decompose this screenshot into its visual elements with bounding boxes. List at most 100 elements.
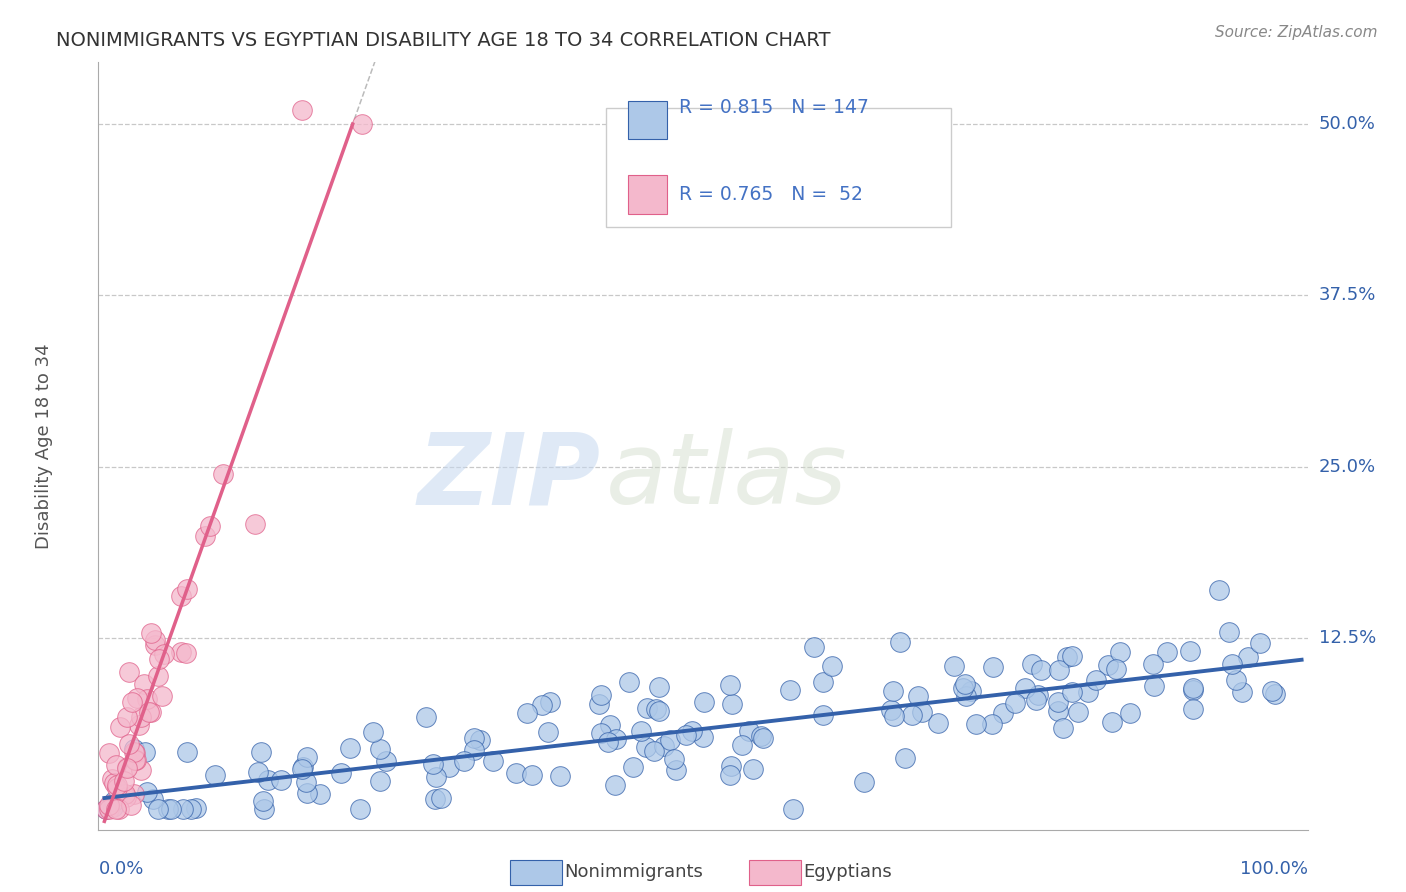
Point xyxy=(170,589,193,603)
Point xyxy=(146,802,169,816)
Point xyxy=(1004,697,1026,711)
Point xyxy=(136,785,159,799)
Point xyxy=(129,710,152,724)
Point xyxy=(117,710,139,724)
Point xyxy=(1021,657,1043,671)
Point xyxy=(648,704,671,718)
Point xyxy=(1060,684,1083,698)
Point xyxy=(981,660,1004,674)
Point xyxy=(128,718,150,732)
Point xyxy=(1182,682,1205,697)
Point xyxy=(115,761,138,775)
Point xyxy=(160,802,183,816)
Point xyxy=(1047,663,1070,677)
Point xyxy=(1066,706,1088,720)
Point xyxy=(1097,657,1119,672)
Point xyxy=(156,802,179,816)
Point xyxy=(955,689,977,703)
Point xyxy=(112,774,135,789)
Point xyxy=(114,787,136,801)
Point xyxy=(124,746,146,760)
Point xyxy=(246,764,269,779)
Point xyxy=(658,732,681,747)
Point xyxy=(749,730,772,744)
Point xyxy=(295,775,318,789)
Point xyxy=(118,665,141,679)
Point xyxy=(693,695,716,709)
Point xyxy=(942,658,965,673)
Point xyxy=(720,759,742,773)
Point xyxy=(1178,644,1201,658)
Text: R = 0.815   N = 147: R = 0.815 N = 147 xyxy=(679,98,869,117)
Point xyxy=(1230,685,1253,699)
Point xyxy=(779,683,801,698)
Point xyxy=(889,635,911,649)
Point xyxy=(1181,681,1204,696)
Point xyxy=(212,467,235,482)
Point xyxy=(143,638,166,652)
Point xyxy=(368,742,391,756)
Point xyxy=(901,707,924,722)
Point xyxy=(1077,685,1099,699)
Point xyxy=(122,742,145,756)
Point xyxy=(121,695,143,709)
Point xyxy=(176,646,198,660)
Point xyxy=(1181,702,1204,716)
Point xyxy=(603,778,626,792)
Text: atlas: atlas xyxy=(606,428,848,525)
Point xyxy=(647,680,669,694)
Text: Egyptians: Egyptians xyxy=(803,863,891,881)
Point xyxy=(108,721,131,735)
Point xyxy=(531,698,554,713)
Text: R = 0.765   N =  52: R = 0.765 N = 52 xyxy=(679,185,863,204)
Point xyxy=(1046,704,1069,718)
Point xyxy=(550,768,572,782)
Point xyxy=(134,676,156,690)
Point xyxy=(1014,681,1036,695)
Point xyxy=(198,518,221,533)
Point xyxy=(1109,645,1132,659)
Point xyxy=(505,765,527,780)
Point xyxy=(1085,673,1108,688)
Point xyxy=(599,717,621,731)
Point xyxy=(291,103,314,118)
Point xyxy=(731,739,754,753)
Point xyxy=(907,689,929,703)
Point xyxy=(257,772,280,787)
Point xyxy=(105,781,128,796)
Point xyxy=(591,726,613,740)
Point xyxy=(129,764,152,778)
Text: Nonimmigrants: Nonimmigrants xyxy=(564,863,703,881)
FancyBboxPatch shape xyxy=(628,175,666,213)
Point xyxy=(150,689,173,703)
Point xyxy=(821,659,844,673)
Point xyxy=(139,706,162,720)
Point xyxy=(184,801,207,815)
Point xyxy=(470,732,492,747)
Point xyxy=(1264,687,1286,701)
Point xyxy=(422,757,444,772)
Text: 0.0%: 0.0% xyxy=(98,860,143,878)
Point xyxy=(955,677,977,691)
Point xyxy=(537,725,560,739)
Point xyxy=(782,802,804,816)
Point xyxy=(415,710,437,724)
Point xyxy=(1101,715,1123,730)
Point xyxy=(1208,582,1230,597)
Point xyxy=(423,792,446,806)
Point xyxy=(596,735,619,749)
Point xyxy=(654,739,676,754)
Point xyxy=(894,751,917,765)
Text: 100.0%: 100.0% xyxy=(1240,860,1308,878)
Point xyxy=(965,717,987,731)
Point xyxy=(1029,664,1052,678)
Point xyxy=(482,754,505,768)
Point xyxy=(520,768,543,782)
Point xyxy=(295,750,318,764)
Point xyxy=(142,792,165,806)
Point xyxy=(675,728,697,742)
Point xyxy=(1142,657,1164,671)
Point xyxy=(98,746,121,760)
Point xyxy=(153,648,176,662)
Point xyxy=(245,516,267,531)
